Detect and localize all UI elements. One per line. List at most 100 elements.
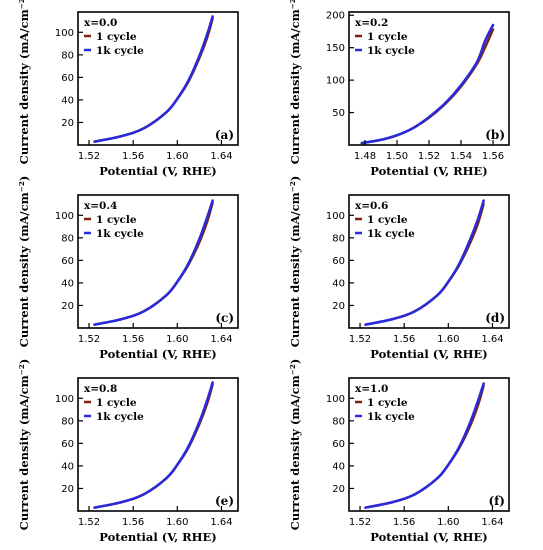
y-axis-label: Current density (mA/cm⁻²): [288, 0, 302, 164]
y-tick-label: 20: [61, 118, 74, 129]
plot-frame: [77, 194, 239, 329]
legend-entry-label: 1k cycle: [367, 45, 415, 57]
y-tick-label: 100: [55, 28, 74, 39]
y-tick-label: 20: [61, 301, 74, 312]
series-line-1k-cycle: [93, 199, 214, 326]
x-tick-label: 1.60: [166, 151, 188, 162]
x-tick-label: 1.52: [78, 334, 100, 345]
panel-label: (a): [215, 128, 234, 142]
chart-panel: 1.48 1.50 1.52 1.54 1.56 50 100 150 200 Potential…: [271, 0, 542, 183]
plot-frame: [348, 377, 510, 512]
x-tick-label: 1.64: [481, 517, 503, 528]
chart-panel: 1.52 1.56 1.60 1.64 20 40 60 80 100 Potential (V,…: [0, 359, 271, 549]
legend-entry-label: 1k cycle: [96, 228, 144, 240]
x-tick-label: 1.64: [210, 151, 232, 162]
x-tick-label: 1.64: [481, 334, 503, 345]
plot-frame: [77, 11, 239, 146]
chart-svg: 1.52 1.56 1.60 1.64 20 40 60 80 100 Potential (V,…: [288, 176, 510, 361]
series-line-1k-cycle: [360, 23, 495, 145]
x-tick-label: 1.56: [122, 334, 144, 345]
x-tick-label: 1.60: [166, 334, 188, 345]
panel-label: (c): [215, 311, 234, 325]
chart-panel: 1.52 1.56 1.60 1.64 20 40 60 80 100 Potential (V,…: [271, 176, 542, 366]
legend-entry-label: 1k cycle: [367, 228, 415, 240]
chart-panel: 1.52 1.56 1.60 1.64 20 40 60 80 100 Potential (V,…: [0, 176, 271, 366]
x-axis-label: Potential (V, RHE): [99, 530, 217, 544]
legend-entry-label: 1 cycle: [367, 214, 408, 226]
y-tick-label: 100: [55, 394, 74, 405]
plot-frame: [348, 194, 510, 329]
legend-title: x=0.4: [84, 200, 117, 212]
y-tick-label: 60: [332, 439, 345, 450]
y-tick-label: 40: [332, 278, 345, 289]
y-tick-label: 50: [332, 108, 345, 119]
y-tick-label: 80: [332, 416, 345, 427]
legend-entry-label: 1k cycle: [96, 45, 144, 57]
series-line-1k-cycle: [364, 199, 485, 326]
legend-entry-label: 1k cycle: [96, 411, 144, 423]
series-line-1k-cycle: [93, 381, 214, 509]
x-tick-label: 1.56: [122, 151, 144, 162]
y-tick-label: 80: [332, 233, 345, 244]
y-tick-label: 40: [61, 461, 74, 472]
x-axis-label: Potential (V, RHE): [99, 347, 217, 361]
y-tick-label: 150: [326, 43, 345, 54]
y-tick-label: 20: [332, 301, 345, 312]
x-tick-label: 1.52: [349, 334, 371, 345]
y-tick-label: 60: [332, 256, 345, 267]
legend-title: x=0.6: [355, 200, 388, 212]
x-tick-label: 1.64: [210, 334, 232, 345]
x-axis-label: Potential (V, RHE): [99, 164, 217, 178]
plot-frame: [77, 377, 239, 512]
x-tick-label: 1.50: [386, 151, 408, 162]
legend-title: x=0.8: [84, 383, 117, 395]
y-tick-label: 60: [61, 439, 74, 450]
panel-label: (b): [485, 128, 505, 142]
y-tick-label: 100: [326, 76, 345, 87]
legend-entry-label: 1k cycle: [367, 411, 415, 423]
legend-entry-label: 1 cycle: [367, 31, 408, 43]
y-tick-label: 80: [61, 50, 74, 61]
y-tick-label: 80: [61, 233, 74, 244]
legend-entry-label: 1 cycle: [96, 214, 137, 226]
x-tick-label: 1.54: [450, 151, 472, 162]
x-tick-label: 1.48: [354, 151, 376, 162]
x-tick-label: 1.52: [418, 151, 440, 162]
chart-panel: 1.52 1.56 1.60 1.64 20 40 60 80 100 Potential (V,…: [271, 359, 542, 549]
x-tick-label: 1.56: [393, 517, 415, 528]
y-tick-label: 60: [61, 73, 74, 84]
series-line-1k-cycle: [93, 15, 214, 143]
x-tick-label: 1.52: [78, 151, 100, 162]
x-axis-label: Potential (V, RHE): [370, 530, 488, 544]
chart-svg: 1.52 1.56 1.60 1.64 20 40 60 80 100 Potential (V,…: [17, 176, 239, 361]
y-tick-label: 80: [61, 416, 74, 427]
y-axis-label: Current density (mA/cm⁻²): [288, 176, 302, 348]
legend-title: x=0.0: [84, 17, 117, 29]
x-tick-label: 1.60: [437, 334, 459, 345]
panel-label: (e): [215, 494, 234, 508]
y-axis-label: Current density (mA/cm⁻²): [17, 176, 31, 348]
y-tick-label: 100: [326, 211, 345, 222]
x-tick-label: 1.56: [393, 334, 415, 345]
panel-label: (f): [488, 494, 505, 508]
y-tick-label: 100: [55, 211, 74, 222]
legend-entry-label: 1 cycle: [367, 397, 408, 409]
x-tick-label: 1.52: [349, 517, 371, 528]
legend-entry-label: 1 cycle: [96, 31, 137, 43]
x-tick-label: 1.56: [122, 517, 144, 528]
y-tick-label: 100: [326, 394, 345, 405]
x-tick-label: 1.64: [210, 517, 232, 528]
legend-title: x=0.2: [355, 17, 388, 29]
chart-svg: 1.52 1.56 1.60 1.64 20 40 60 80 100 Potential (V,…: [17, 359, 239, 544]
y-tick-label: 40: [61, 278, 74, 289]
chart-svg: 1.52 1.56 1.60 1.64 20 40 60 80 100 Potential (V,…: [17, 0, 239, 178]
x-tick-label: 1.60: [166, 517, 188, 528]
y-tick-label: 40: [332, 461, 345, 472]
chart-svg: 1.48 1.50 1.52 1.54 1.56 50 100 150 200 Potential…: [288, 0, 510, 178]
y-axis-label: Current density (mA/cm⁻²): [288, 359, 302, 531]
legend-entry-label: 1 cycle: [96, 397, 137, 409]
y-tick-label: 20: [61, 484, 74, 495]
y-axis-label: Current density (mA/cm⁻²): [17, 0, 31, 164]
chart-panel: 1.52 1.56 1.60 1.64 20 40 60 80 100 Potential (V,…: [0, 0, 271, 183]
y-tick-label: 60: [61, 256, 74, 267]
